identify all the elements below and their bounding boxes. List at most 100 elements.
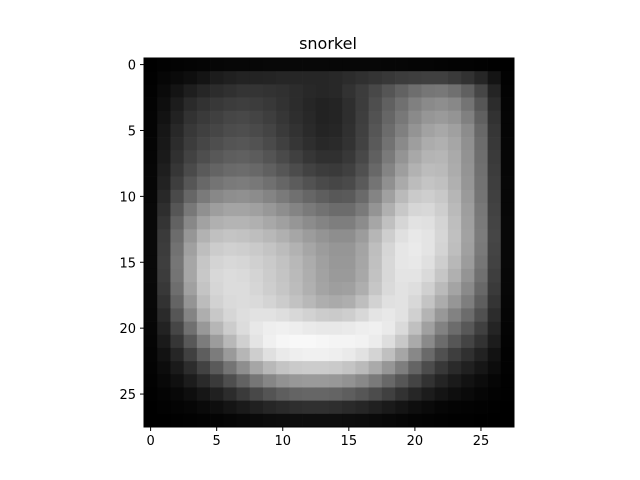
heatmap-cell	[170, 400, 184, 415]
heatmap-cell	[368, 242, 383, 257]
heatmap-cell	[183, 308, 198, 322]
heatmap-cell	[183, 84, 198, 98]
heatmap-cell	[183, 123, 198, 138]
heatmap-cell	[368, 308, 383, 322]
heatmap-cell	[447, 268, 462, 283]
heatmap-cell	[447, 123, 462, 138]
heatmap-cell	[434, 84, 449, 98]
heatmap-cell	[408, 268, 422, 283]
heatmap-cell	[381, 347, 396, 362]
heatmap-cell	[461, 97, 475, 112]
heatmap-cell	[196, 242, 211, 257]
heatmap-cell	[289, 176, 303, 191]
heatmap-cell	[461, 321, 475, 336]
heatmap-cell	[355, 282, 369, 296]
heatmap-cell	[276, 347, 290, 362]
heatmap-cell	[355, 268, 369, 283]
heatmap-cell	[315, 413, 330, 428]
heatmap-cell	[447, 321, 462, 336]
heatmap-cell	[434, 347, 449, 362]
heatmap-cell	[474, 242, 488, 257]
heatmap-cell	[500, 413, 515, 428]
heatmap-cell	[461, 71, 475, 85]
heatmap-cell	[329, 216, 343, 230]
heatmap-cell	[157, 387, 171, 401]
heatmap-cell	[500, 282, 515, 296]
heatmap-cell	[196, 268, 211, 283]
heatmap-cell	[421, 71, 436, 85]
heatmap-cell	[408, 308, 422, 322]
heatmap-cell	[500, 361, 515, 375]
heatmap-cell	[395, 176, 409, 191]
heatmap-cell	[183, 137, 198, 151]
heatmap-cell	[500, 84, 515, 98]
heatmap-cell	[487, 400, 502, 415]
heatmap-cell	[342, 84, 356, 98]
heatmap-cell	[196, 150, 211, 164]
heatmap-cell	[223, 334, 237, 349]
heatmap-cell	[408, 110, 422, 125]
heatmap-cell	[381, 110, 396, 125]
heatmap-cell	[461, 163, 475, 177]
heatmap-cell	[447, 216, 462, 230]
heatmap-cell	[447, 282, 462, 296]
heatmap-cell	[395, 321, 409, 336]
heatmap-cell	[355, 84, 369, 98]
heatmap-cell	[474, 137, 488, 151]
heatmap-cell	[289, 387, 303, 401]
heatmap-cell	[381, 387, 396, 401]
heatmap-cell	[249, 176, 264, 191]
heatmap-cell	[355, 123, 369, 138]
heatmap-cell	[315, 58, 330, 72]
heatmap-cell	[249, 334, 264, 349]
heatmap-cell	[447, 387, 462, 401]
heatmap-cell	[500, 189, 515, 204]
heatmap-cell	[461, 387, 475, 401]
heatmap-cell	[408, 150, 422, 164]
heatmap-cell	[408, 255, 422, 270]
heatmap-cell	[289, 229, 303, 243]
heatmap-cell	[183, 268, 198, 283]
heatmap-cell	[276, 295, 290, 309]
heatmap-cell	[223, 71, 237, 85]
heatmap-cell	[342, 176, 356, 191]
heatmap-cell	[236, 321, 251, 336]
heatmap-cell	[395, 216, 409, 230]
heatmap-cell	[236, 163, 251, 177]
heatmap-cell	[289, 71, 303, 85]
heatmap-cell	[157, 282, 171, 296]
heatmap-cell	[223, 255, 237, 270]
heatmap-cell	[342, 295, 356, 309]
heatmap-cell	[381, 282, 396, 296]
heatmap-cell	[342, 216, 356, 230]
heatmap-cell	[223, 176, 237, 191]
heatmap-cell	[408, 137, 422, 151]
heatmap-cell	[329, 321, 343, 336]
heatmap-cell	[329, 268, 343, 283]
heatmap-cell	[355, 176, 369, 191]
heatmap-cell	[329, 295, 343, 309]
heatmap-cell	[170, 347, 184, 362]
heatmap-cell	[381, 163, 396, 177]
heatmap-cell	[157, 216, 171, 230]
heatmap-cell	[315, 110, 330, 125]
heatmap-cell	[249, 361, 264, 375]
heatmap-cell	[434, 268, 449, 283]
heatmap-cell	[302, 347, 317, 362]
heatmap-cell	[500, 374, 515, 388]
heatmap-cell	[461, 334, 475, 349]
heatmap-cell	[144, 163, 158, 177]
heatmap-cell	[434, 216, 449, 230]
heatmap-cell	[395, 387, 409, 401]
heatmap-cell	[196, 321, 211, 336]
heatmap-cell	[395, 334, 409, 349]
heatmap-cell	[461, 176, 475, 191]
heatmap-cell	[183, 400, 198, 415]
heatmap-cell	[434, 361, 449, 375]
heatmap-cell	[302, 202, 317, 217]
heatmap-cell	[315, 202, 330, 217]
heatmap-cell	[315, 308, 330, 322]
heatmap-cell	[461, 229, 475, 243]
heatmap-cell	[474, 110, 488, 125]
heatmap-cell	[461, 202, 475, 217]
